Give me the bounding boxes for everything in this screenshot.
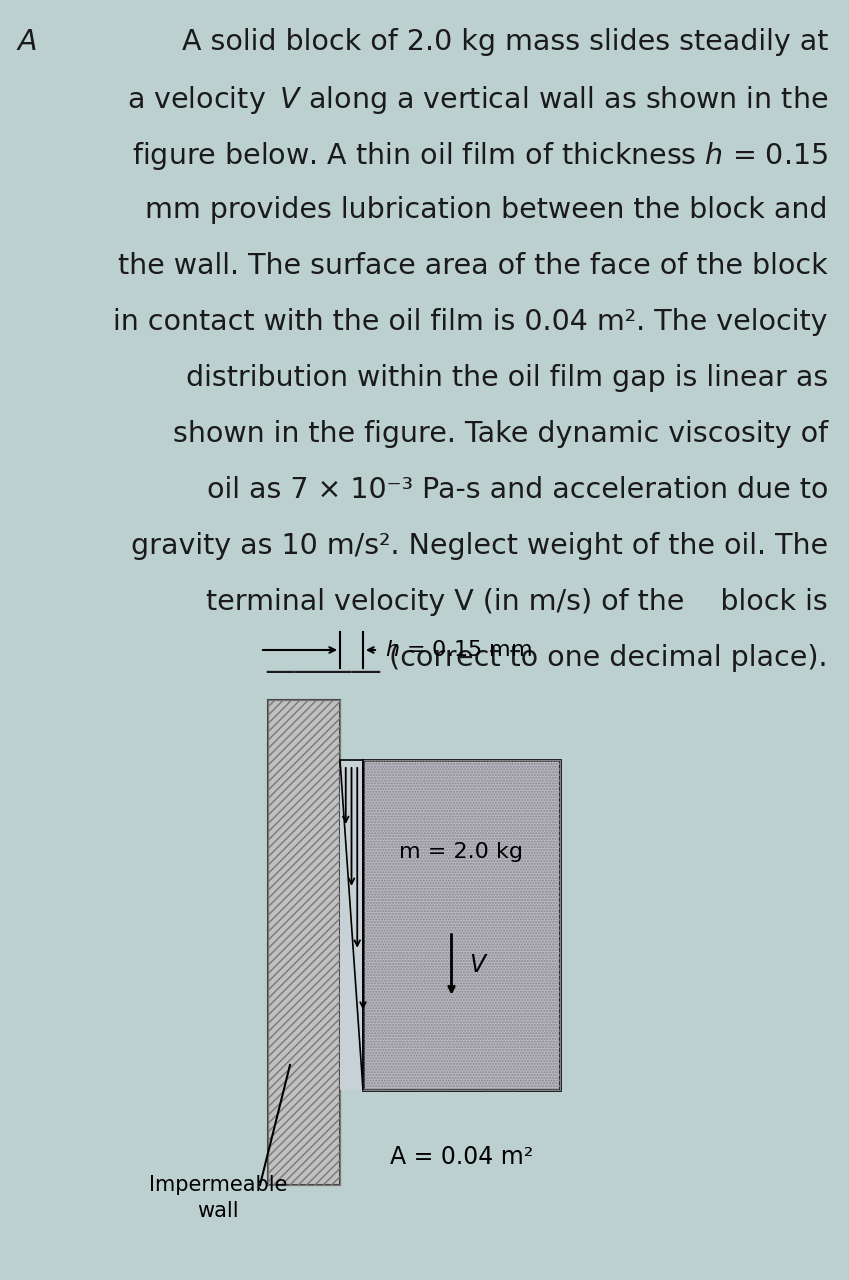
Text: distribution within the oil film gap is linear as: distribution within the oil film gap is … — [186, 364, 828, 392]
Text: the wall. The surface area of the face of the block: the wall. The surface area of the face o… — [118, 252, 828, 280]
Text: gravity as 10 m/s². Neglect weight of the oil. The: gravity as 10 m/s². Neglect weight of th… — [131, 532, 828, 561]
Text: $h$ = 0.15 mm: $h$ = 0.15 mm — [385, 640, 532, 660]
Text: A = 0.04 m²: A = 0.04 m² — [390, 1146, 533, 1169]
Text: figure below. A thin oil film of thickness $h$ = 0.15: figure below. A thin oil film of thickne… — [132, 140, 828, 172]
Bar — [268, 700, 340, 1185]
Bar — [363, 760, 560, 1091]
Text: oil as 7 × 10⁻³ Pa-s and acceleration due to: oil as 7 × 10⁻³ Pa-s and acceleration du… — [206, 476, 828, 504]
Text: A: A — [18, 28, 37, 56]
Text: terminal velocity V (in m/s) of the    block is: terminal velocity V (in m/s) of the bloc… — [206, 588, 828, 616]
Text: Impermeable
wall: Impermeable wall — [149, 1175, 287, 1221]
Text: in contact with the oil film is 0.04 m². The velocity: in contact with the oil film is 0.04 m².… — [114, 308, 828, 335]
Text: mm provides lubrication between the block and: mm provides lubrication between the bloc… — [145, 196, 828, 224]
Bar — [268, 700, 340, 1185]
Bar — [340, 760, 363, 1091]
Text: ________ (correct to one decimal place).: ________ (correct to one decimal place). — [267, 644, 828, 673]
Bar — [363, 760, 560, 1091]
Text: shown in the figure. Take dynamic viscosity of: shown in the figure. Take dynamic viscos… — [173, 420, 828, 448]
Text: m = 2.0 kg: m = 2.0 kg — [400, 842, 524, 863]
Text: a velocity  $V$ along a vertical wall as shown in the: a velocity $V$ along a vertical wall as … — [127, 84, 828, 116]
Text: $V$: $V$ — [469, 952, 489, 977]
Text: A solid block of 2.0 kg mass slides steadily at: A solid block of 2.0 kg mass slides stea… — [182, 28, 828, 56]
